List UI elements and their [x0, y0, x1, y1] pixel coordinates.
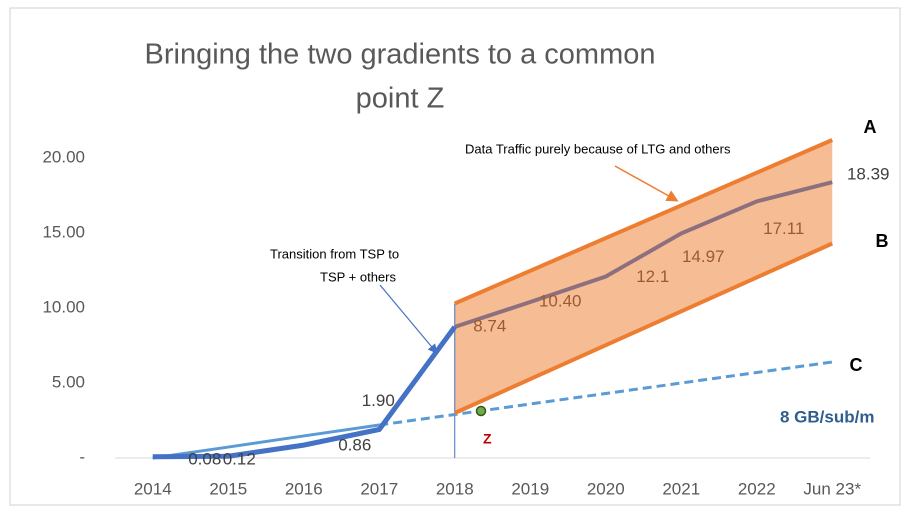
annotation: TSP + others: [320, 269, 396, 284]
x-tick-label: 2020: [587, 479, 625, 498]
y-tick-label: 10.00: [42, 297, 85, 316]
data-label: 17.11: [763, 219, 804, 238]
x-tick-label: 2017: [360, 479, 398, 498]
x-tick-label: 2018: [436, 479, 474, 498]
series-label: A: [864, 117, 877, 137]
annotation: Data Traffic purely because of LTG and o…: [465, 141, 731, 156]
upper-line: [453, 138, 834, 306]
data-label: 0.86: [338, 436, 371, 455]
x-tick-label: 2021: [662, 479, 700, 498]
x-tick-label: 2014: [134, 479, 172, 498]
data-line: [152, 325, 457, 460]
annotation: Transition from TSP to: [270, 246, 399, 261]
x-tick-label: Jun 23*: [803, 479, 861, 498]
chart-title: Bringing the two gradients to a common: [145, 39, 656, 71]
series-label: C: [850, 355, 863, 375]
point-z: [475, 405, 487, 417]
y-tick-label: 20.00: [42, 147, 85, 166]
annotation: Z: [483, 431, 492, 447]
data-label: 14.97: [682, 247, 725, 266]
data-label: 8.74: [473, 316, 506, 335]
x-tick-label: 2022: [738, 479, 776, 498]
x-tick-label: 2015: [209, 479, 247, 498]
x-tick-label: 2019: [511, 479, 549, 498]
y-tick-label: -: [79, 447, 85, 466]
series-label: B: [876, 231, 889, 251]
chart-title: point Z: [356, 83, 445, 115]
data-label: 10.40: [539, 291, 582, 310]
trend-line: [152, 423, 380, 460]
data-label: 0.12: [223, 450, 256, 469]
x-tick-label: 2016: [285, 479, 323, 498]
data-label: 1.90: [362, 391, 395, 410]
data-label: 18.39: [847, 165, 890, 184]
annotation: 8 GB/sub/m: [780, 407, 874, 426]
y-tick-label: 15.00: [42, 222, 85, 241]
trend-line: [379, 360, 833, 427]
arrow: [379, 284, 438, 354]
lower-line: [453, 241, 834, 415]
y-tick-label: 5.00: [52, 372, 85, 391]
data-label: 12.1: [636, 267, 669, 286]
data-line: [454, 180, 833, 329]
data-label: 0.08: [188, 449, 221, 468]
arrow: [614, 165, 679, 202]
